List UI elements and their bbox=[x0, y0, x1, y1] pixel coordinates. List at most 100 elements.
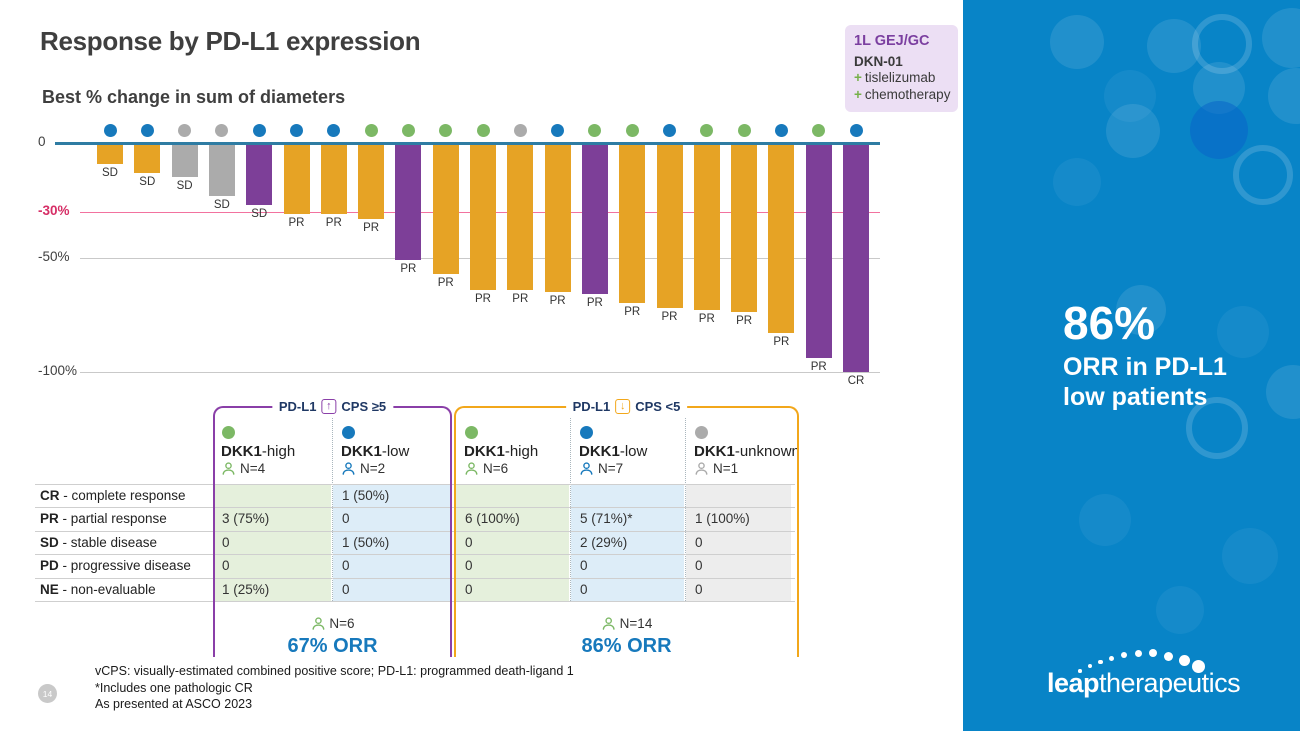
dkk1-status-dot bbox=[663, 123, 676, 137]
column-header-rest: -low bbox=[381, 443, 410, 460]
column-n-label: N=7 bbox=[579, 461, 623, 476]
column-n-label: N=6 bbox=[464, 461, 508, 476]
bar-response-label: PR bbox=[810, 361, 827, 374]
dkk1-status-dot bbox=[327, 123, 341, 137]
stat-caption-line2: low patients bbox=[1063, 383, 1208, 411]
bar-response-label: SD bbox=[102, 166, 118, 179]
dkk1-status-dot bbox=[252, 123, 266, 137]
group-label: PD-L1 ↑ CPS ≥5 bbox=[271, 397, 394, 415]
row-label-desc: - complete response bbox=[59, 488, 186, 503]
dkk1-status-dot bbox=[513, 123, 527, 137]
page-number-badge: 14 bbox=[38, 684, 57, 703]
row-line bbox=[35, 601, 795, 602]
waterfall-bar bbox=[246, 143, 273, 205]
dkk1-status-dot bbox=[439, 123, 453, 137]
row-label-abbr: CR bbox=[40, 488, 60, 503]
column-background bbox=[213, 484, 331, 601]
column-separator bbox=[685, 418, 686, 601]
badge-combo-2-label: chemotherapy bbox=[864, 87, 951, 102]
sidebar-bubble bbox=[1104, 70, 1156, 122]
table-cell: 0 bbox=[222, 534, 230, 550]
dkk1-status-dot bbox=[103, 123, 117, 137]
dkk1-status-dot bbox=[625, 123, 639, 137]
table-cell: 3 (75%) bbox=[222, 511, 270, 527]
n-count: N=7 bbox=[598, 461, 624, 476]
sidebar-bubble bbox=[1222, 528, 1278, 584]
footnote-line: vCPS: visually-estimated combined positi… bbox=[95, 664, 574, 678]
table-cell: 0 bbox=[580, 558, 588, 574]
group-pdl1-label: PD-L1 bbox=[572, 398, 611, 414]
dkk1-dot-icon bbox=[342, 426, 355, 439]
n-count: N=1 bbox=[713, 461, 739, 476]
table-cell: 6 (100%) bbox=[465, 511, 520, 527]
group-footer-n: N=14 bbox=[601, 616, 652, 631]
leap-logo: leaptherapeutics bbox=[963, 0, 1300, 731]
row-line bbox=[35, 554, 795, 556]
waterfall-bar bbox=[805, 143, 832, 359]
person-icon bbox=[580, 462, 593, 475]
group-footer-n: N=6 bbox=[310, 616, 355, 631]
table-cell: 1 (50%) bbox=[342, 534, 390, 550]
person-icon bbox=[222, 462, 235, 475]
column-header-rest: -low bbox=[619, 443, 648, 460]
logo-dot bbox=[1078, 669, 1082, 673]
logo-dot bbox=[1135, 649, 1142, 657]
row-label-desc: - non-evaluable bbox=[58, 581, 156, 597]
sidebar-bubble bbox=[1079, 494, 1131, 546]
person-icon bbox=[342, 462, 355, 475]
logo-text-bold: leap bbox=[1047, 668, 1100, 698]
cps-down-arrow-icon: ↓ bbox=[615, 398, 631, 414]
dkk1-status-dot bbox=[476, 123, 490, 137]
table-cell: 2 (29%) bbox=[580, 534, 628, 550]
column-background bbox=[456, 484, 569, 601]
row-label: SD - stable disease bbox=[40, 535, 157, 550]
row-label: PR - partial response bbox=[40, 511, 167, 526]
column-header-bold: DKK1 bbox=[221, 443, 262, 460]
column-separator bbox=[332, 418, 333, 601]
person-icon bbox=[311, 617, 324, 630]
column-background bbox=[571, 484, 684, 601]
stat-value: 86% bbox=[1063, 297, 1156, 349]
bar-response-label: PR bbox=[363, 221, 380, 234]
bar-response-label: CR bbox=[847, 375, 865, 387]
logo-dot bbox=[1192, 659, 1205, 673]
y-axis-tick-label: 0 bbox=[38, 134, 46, 149]
waterfall-bar bbox=[432, 143, 459, 274]
table-cell: 0 bbox=[342, 558, 350, 574]
waterfall-bar bbox=[208, 143, 235, 196]
table-cell: 0 bbox=[465, 534, 473, 550]
table-cell: 1 (100%) bbox=[695, 511, 750, 527]
column-background bbox=[686, 484, 791, 601]
table-cell: 1 (50%) bbox=[342, 488, 390, 503]
dkk1-status-dot bbox=[401, 123, 415, 137]
dkk1-dot-icon bbox=[465, 426, 478, 439]
row-line bbox=[35, 484, 795, 485]
column-header: DKK1-low bbox=[579, 443, 647, 460]
sidebar-bubble bbox=[1116, 285, 1166, 335]
bar-response-label: SD bbox=[176, 180, 193, 193]
group-label: PD-L1 ↓ CPS <5 bbox=[565, 397, 688, 415]
row-label-abbr: PD bbox=[40, 558, 59, 574]
row-label-abbr: PR bbox=[40, 511, 59, 527]
column-header-bold: DKK1 bbox=[464, 443, 505, 460]
gridline bbox=[80, 372, 880, 373]
dkk1-status-dot bbox=[812, 123, 826, 137]
waterfall-bar bbox=[97, 143, 123, 164]
table-cell: 0 bbox=[695, 558, 703, 574]
sidebar-bubble bbox=[1190, 101, 1248, 159]
row-line bbox=[35, 530, 795, 532]
n-count: N=6 bbox=[483, 461, 509, 476]
row-label: PD - progressive disease bbox=[40, 558, 191, 573]
badge-combo-1: + tislelizumab bbox=[854, 69, 949, 86]
y-axis-tick-label: -100% bbox=[38, 363, 78, 378]
zero-axis-line bbox=[55, 142, 880, 145]
waterfall-bar bbox=[283, 143, 310, 214]
waterfall-bar bbox=[693, 143, 720, 311]
row-label: NE - non-evaluable bbox=[40, 582, 156, 597]
dkk1-status-dot bbox=[290, 123, 303, 137]
waterfall-bar bbox=[544, 143, 571, 292]
table-cell: 0 bbox=[695, 581, 703, 597]
waterfall-bar bbox=[507, 143, 534, 290]
bar-response-label: PR bbox=[661, 310, 678, 323]
person-icon bbox=[695, 462, 708, 475]
